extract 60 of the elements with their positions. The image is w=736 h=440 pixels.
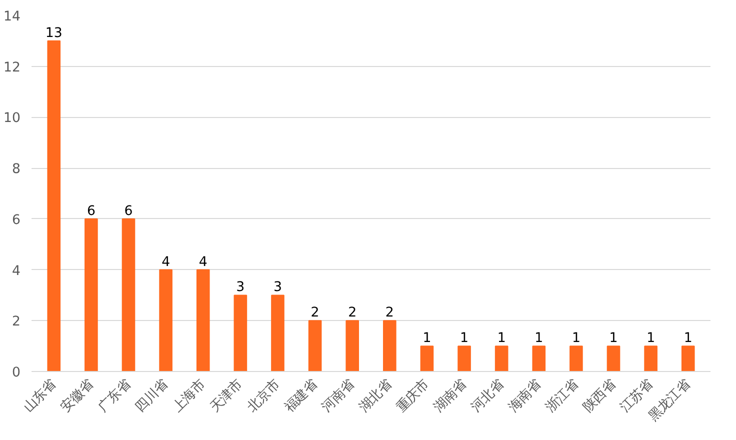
data-label: 1 [534, 331, 544, 346]
y-tick-label: 12 [4, 60, 21, 76]
data-label: 3 [236, 280, 245, 296]
bar [47, 40, 61, 372]
y-tick-label: 0 [12, 366, 21, 380]
bar [271, 294, 284, 372]
x-tick-label: 浙江省 [543, 377, 582, 416]
data-label: 2 [385, 306, 394, 321]
x-tick-label: 四川省 [132, 377, 172, 416]
x-tick-label: 福建省 [282, 377, 320, 416]
data-label: 1 [609, 331, 618, 346]
data-label: 3 [273, 280, 282, 296]
data-label: 1 [497, 331, 506, 346]
bar [84, 218, 98, 372]
x-tick-label: 安徽省 [58, 376, 96, 416]
data-label: 1 [572, 331, 580, 346]
bar [308, 320, 322, 372]
data-label: 4 [162, 254, 170, 270]
data-label: 2 [348, 306, 357, 321]
x-tick-label: 河南省 [319, 377, 358, 416]
y-tick-label: 8 [12, 162, 21, 178]
bar [458, 346, 471, 372]
data-label: 1 [460, 331, 469, 346]
bar [532, 346, 546, 372]
bar [570, 346, 583, 372]
data-label: 1 [646, 331, 656, 346]
x-tick-label: 天津市 [208, 377, 246, 416]
bar [196, 269, 210, 372]
bar [494, 346, 508, 372]
data-label: 6 [124, 204, 133, 219]
x-tick-label: 湖北省 [356, 377, 395, 416]
bar [346, 320, 359, 372]
y-tick-label: 14 [4, 10, 21, 24]
y-tick-label: 6 [12, 212, 21, 228]
x-tick-label: 山东省 [21, 377, 60, 416]
x-tick-label: 海南省 [506, 377, 544, 416]
bar [383, 320, 396, 372]
y-tick-label: 2 [12, 314, 21, 330]
x-tick-label: 湖南省 [431, 377, 470, 416]
data-label: 6 [86, 204, 96, 219]
bar [681, 346, 695, 372]
x-tick-label: 上海市 [170, 377, 208, 416]
y-tick-label: 10 [4, 111, 21, 126]
data-label: 13 [45, 26, 62, 41]
data-label: 1 [422, 331, 432, 346]
data-label: 2 [310, 306, 320, 321]
x-tick-label: 河北省 [468, 377, 507, 416]
x-tick-label: 北京市 [244, 377, 284, 416]
data-label: 1 [684, 331, 692, 346]
data-label: 4 [198, 254, 208, 270]
y-tick-label: 4 [12, 264, 21, 279]
x-tick-label: 重庆市 [394, 377, 432, 416]
bar [606, 346, 620, 372]
bar [644, 346, 658, 372]
x-tick-label: 陕西省 [580, 377, 619, 416]
bar [159, 269, 172, 372]
bar [122, 218, 136, 372]
bar [420, 346, 434, 372]
x-tick-label: 广东省 [96, 377, 134, 416]
bar [234, 294, 248, 372]
